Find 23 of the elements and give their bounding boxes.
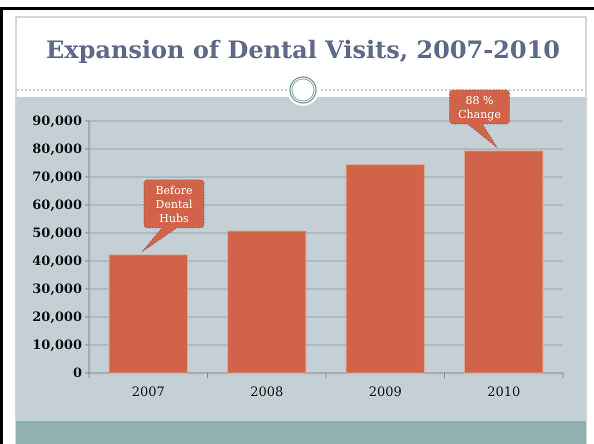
callout-box: Before Dental Hubs (142, 179, 204, 252)
bar (108, 254, 188, 374)
y-tick-label: 30,000 (32, 282, 82, 298)
x-tick-label: 2007 (132, 385, 165, 400)
callout-box: 88 % Change (449, 90, 510, 148)
x-tick-label: 2010 (487, 385, 520, 400)
annotation: 88 % Change (458, 94, 501, 121)
bar (227, 230, 306, 374)
bar (464, 150, 544, 374)
y-tick-label: 60,000 (32, 198, 82, 214)
y-tick-label: 20,000 (32, 310, 82, 326)
bar (346, 164, 425, 374)
y-tick-label: 40,000 (32, 254, 82, 270)
x-tick-label: 2009 (368, 385, 402, 400)
y-tick-label: 90,000 (32, 114, 82, 130)
y-tick-label: 0 (72, 366, 82, 382)
chart-title: Expansion of Dental Visits, 2007-2010 (46, 35, 560, 64)
y-tick-label: 70,000 (32, 170, 82, 186)
x-tick-label: 2008 (250, 385, 284, 400)
y-tick-label: 80,000 (32, 142, 82, 158)
y-tick-label: 10,000 (32, 338, 82, 354)
y-tick-label: 50,000 (32, 226, 82, 242)
annotation: Before Dental Hubs (155, 184, 193, 225)
